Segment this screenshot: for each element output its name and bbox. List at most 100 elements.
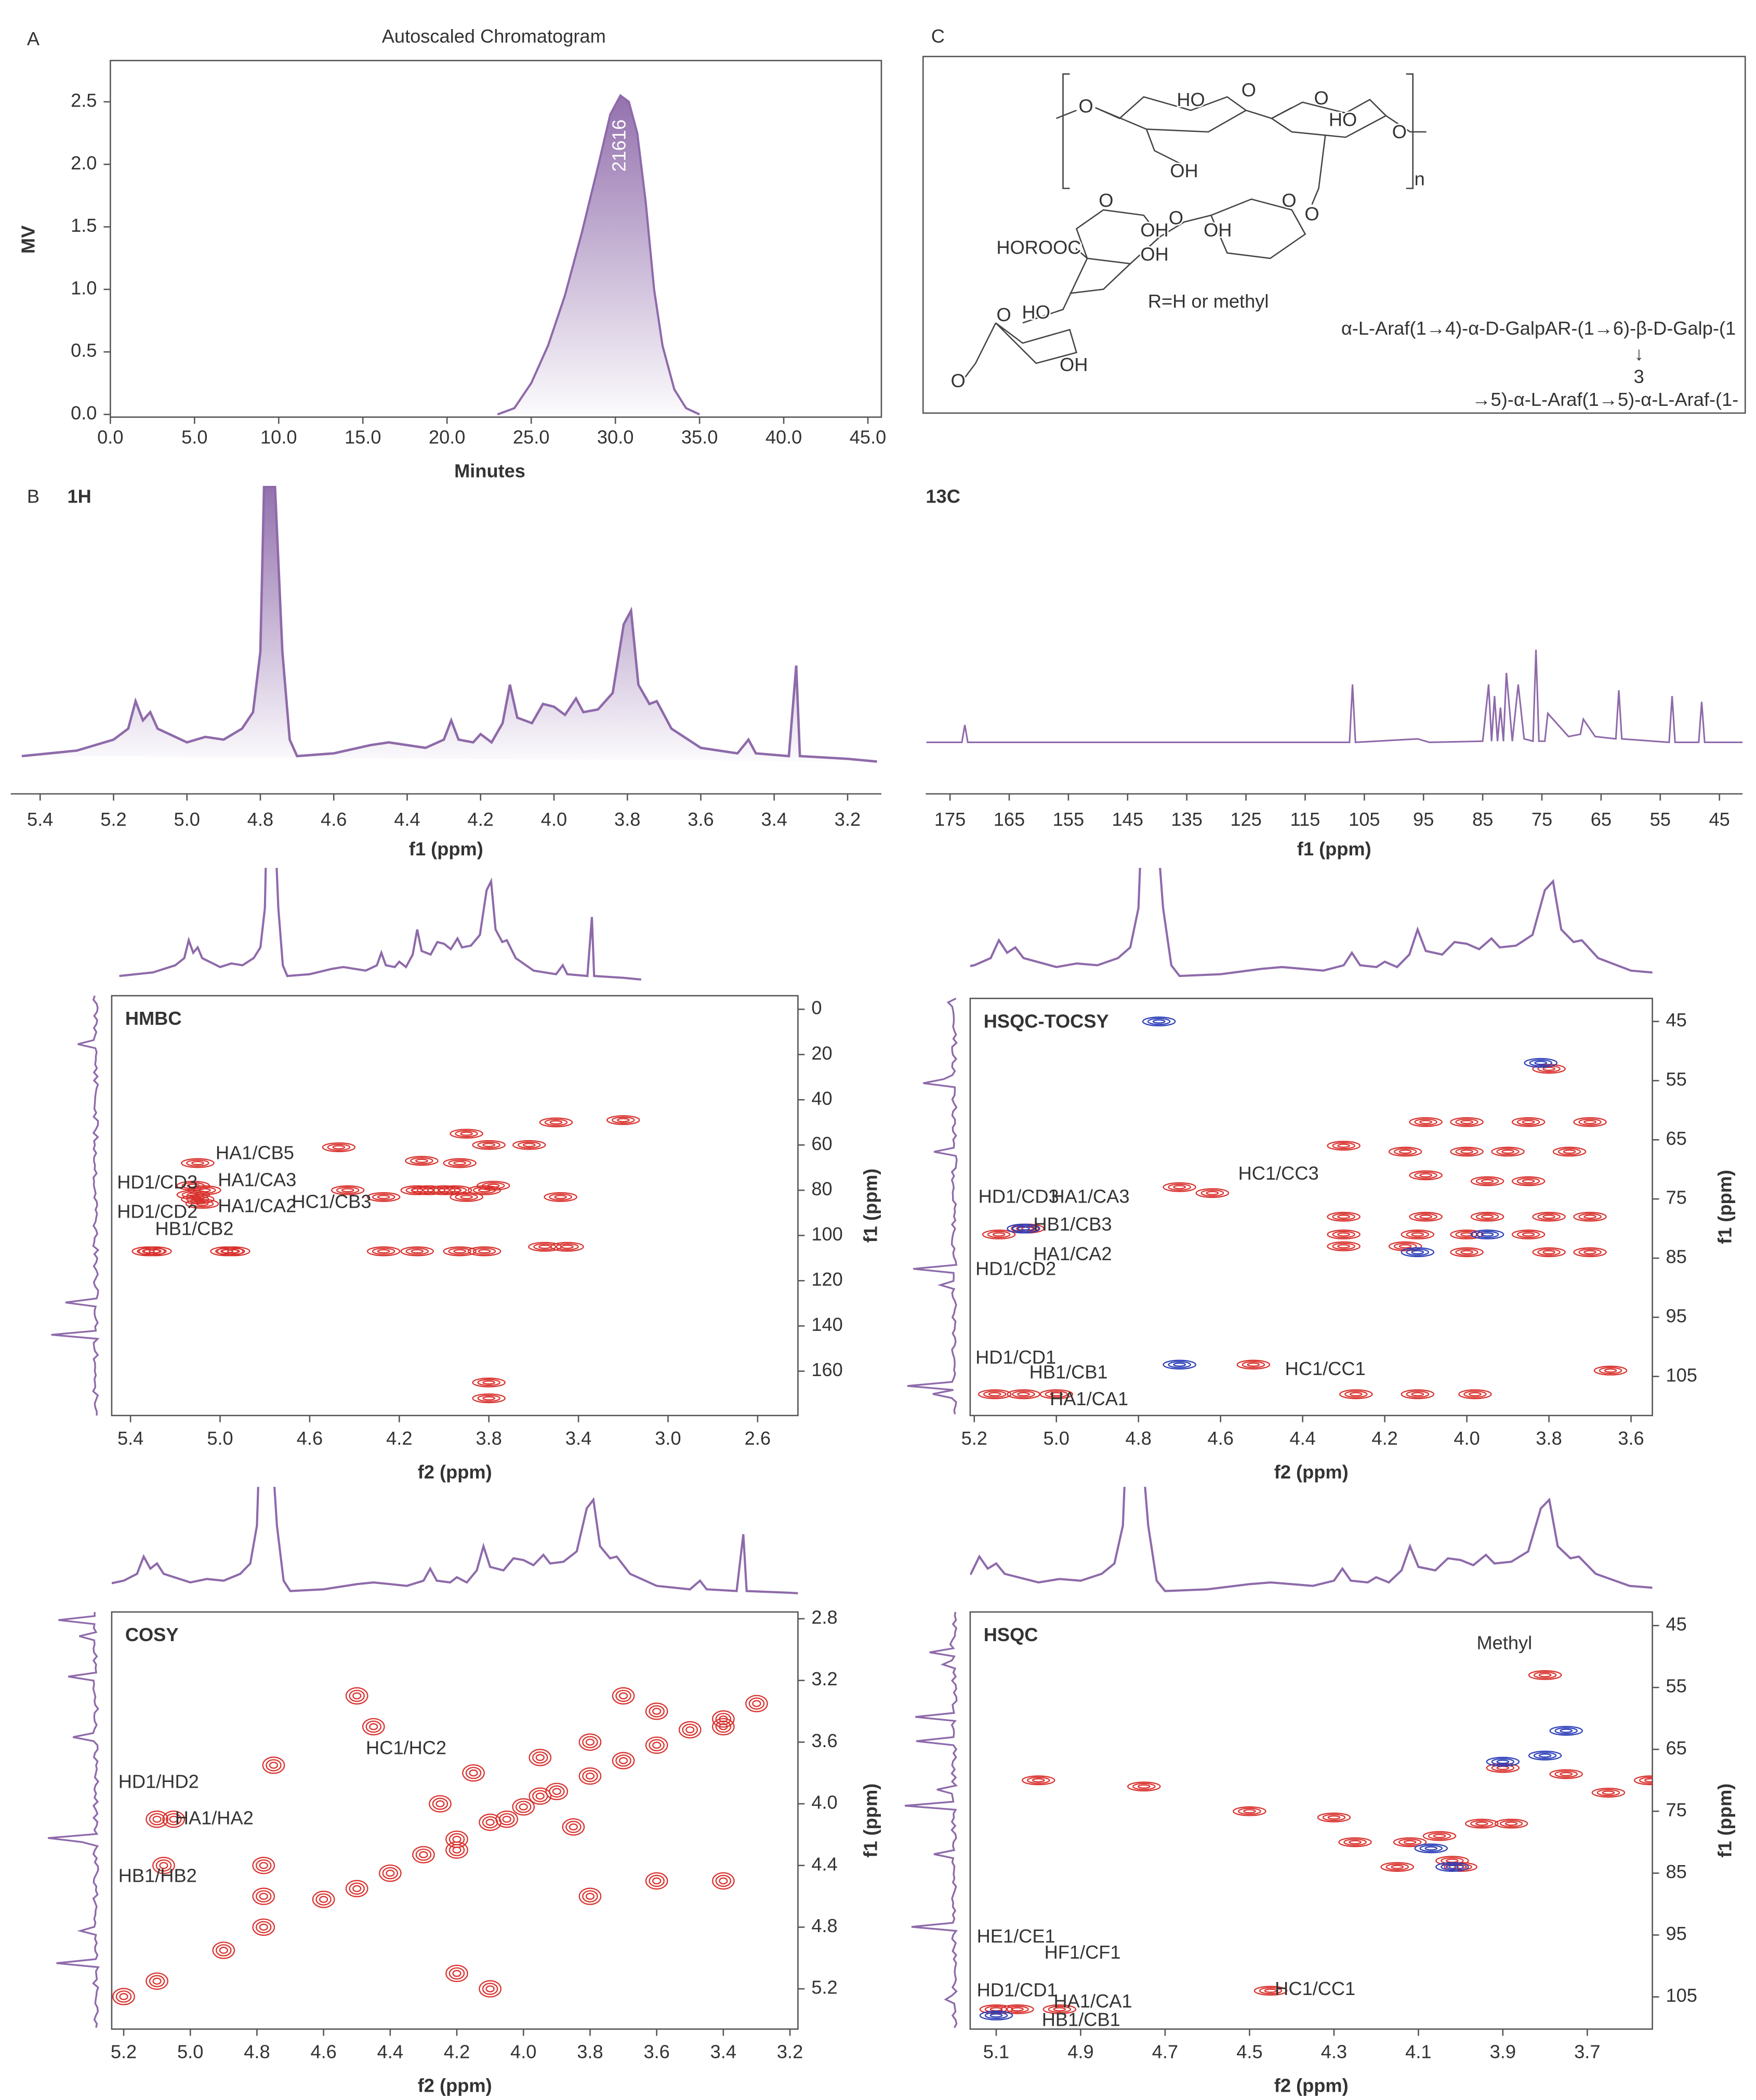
contour-ring <box>532 1751 548 1764</box>
cross-peak <box>1195 1188 1230 1198</box>
contour-ring <box>1455 1231 1478 1238</box>
contour-ring <box>1554 1727 1578 1735</box>
bond <box>1246 107 1292 120</box>
contour-ring <box>429 1795 452 1813</box>
cross-peak <box>1458 1389 1492 1399</box>
contour-ring <box>1644 1778 1653 1782</box>
y-tick-label: 100 <box>811 1223 842 1245</box>
peak-annotation: HA1/CB5 <box>216 1142 294 1163</box>
contour-ring <box>1578 1248 1602 1256</box>
cross-peak <box>162 1810 186 1828</box>
x-tick-label: 3.8 <box>476 1428 502 1449</box>
contour-ring <box>612 1687 635 1705</box>
contour-ring <box>1317 1812 1351 1822</box>
contour-ring <box>1578 1118 1602 1126</box>
contour-ring <box>987 1231 1011 1238</box>
cross-peak <box>477 1181 510 1191</box>
contour-ring <box>561 1245 574 1249</box>
cross-peak <box>152 1857 175 1874</box>
contour-ring <box>332 1145 346 1150</box>
contour-ring <box>165 1813 182 1826</box>
x-tick-label: 20.0 <box>429 427 466 448</box>
contour-ring <box>979 2010 1013 2020</box>
y-tick-label: 40 <box>811 1088 832 1109</box>
peak-label: 21616 <box>608 120 629 172</box>
contour-ring <box>1470 1176 1504 1186</box>
contour-ring <box>1406 1248 1430 1256</box>
x-tick-label: 3.0 <box>655 1428 681 1449</box>
contour-ring <box>585 1772 595 1780</box>
contour-ring <box>1557 1148 1581 1155</box>
contour-ring <box>400 1246 434 1257</box>
cross-peak <box>578 1733 602 1751</box>
contour-ring <box>1337 1244 1350 1249</box>
cross-peak <box>1528 1670 1562 1680</box>
contour-ring <box>327 1143 351 1151</box>
peak-annotation: Methyl <box>1476 1632 1532 1653</box>
contour-ring <box>748 1697 765 1710</box>
contour-ring <box>1247 1362 1260 1367</box>
contour-ring <box>1604 1368 1617 1373</box>
y-tick-label: 0.0 <box>71 402 97 424</box>
contour-ring <box>1147 1018 1171 1025</box>
contour-ring <box>1337 1232 1350 1237</box>
contour-ring <box>1538 1673 1552 1678</box>
contour-ring <box>1460 1120 1473 1125</box>
contour-ring <box>1339 1389 1373 1399</box>
peak-annotation: HA1/CA2 <box>1033 1243 1112 1264</box>
contour-ring <box>152 1857 175 1874</box>
cross-peak <box>1470 1230 1504 1239</box>
contour-ring <box>645 1872 668 1890</box>
bond <box>1385 115 1427 133</box>
contour-ring <box>1446 1858 1459 1863</box>
contour-ring <box>502 1815 511 1823</box>
x-tick-label: 3.2 <box>777 2041 803 2063</box>
peak-annotation: HE1/CE1 <box>977 1925 1055 1947</box>
contour-ring <box>1050 1392 1063 1397</box>
x-tick-label: 4.9 <box>1067 2041 1093 2063</box>
y-tick-label: 2.8 <box>811 1607 837 1628</box>
contour-ring <box>477 1141 500 1149</box>
panel-label: C <box>931 25 945 47</box>
contour-ring <box>460 1195 473 1199</box>
contour-ring <box>1475 1213 1499 1221</box>
contour-ring <box>362 1718 385 1736</box>
contour-ring <box>512 1140 546 1150</box>
peaks <box>979 1670 1653 2020</box>
contour-ring <box>618 1692 628 1700</box>
contour-ring <box>1542 1250 1555 1254</box>
contour-ring <box>719 1723 728 1731</box>
contour-ring <box>1236 1359 1271 1370</box>
cross-peak <box>1573 1117 1607 1127</box>
contour-ring <box>1639 1777 1653 1784</box>
contour-ring <box>1552 1146 1587 1157</box>
cross-peak <box>312 1891 335 1908</box>
cross-peak <box>1450 1247 1484 1258</box>
x-tick-label: 4.3 <box>1321 2041 1347 2063</box>
peak-annotation: HB1/CB1 <box>1029 1362 1108 1383</box>
cross-peak <box>539 1117 573 1128</box>
cross-peak <box>1327 1141 1361 1151</box>
caption: R=H or methyl <box>1148 290 1269 312</box>
contour-ring <box>752 1700 761 1707</box>
x-tick-label: 145 <box>1112 809 1143 830</box>
contour-ring <box>1511 1176 1546 1186</box>
y-tick-label: 85 <box>1666 1861 1686 1882</box>
contour-ring <box>453 1160 467 1166</box>
contour-ring <box>1537 1213 1561 1221</box>
cross-peak <box>1549 1726 1583 1736</box>
x-tick-label: 4.6 <box>321 809 347 830</box>
contour-ring <box>142 1249 155 1254</box>
contour-ring <box>159 1861 168 1869</box>
contour-ring <box>578 1733 602 1751</box>
contour-ring <box>152 1815 162 1823</box>
cross-peak <box>711 1872 735 1890</box>
contour-ring <box>1602 1790 1615 1795</box>
f1-projection <box>48 1612 100 2028</box>
contour-ring <box>982 1230 1016 1239</box>
contour-ring <box>186 1159 209 1167</box>
contour-ring <box>1409 1117 1443 1127</box>
contour-ring <box>1393 1837 1427 1847</box>
cross-peak <box>188 1185 221 1195</box>
contour-ring <box>1401 1230 1435 1239</box>
